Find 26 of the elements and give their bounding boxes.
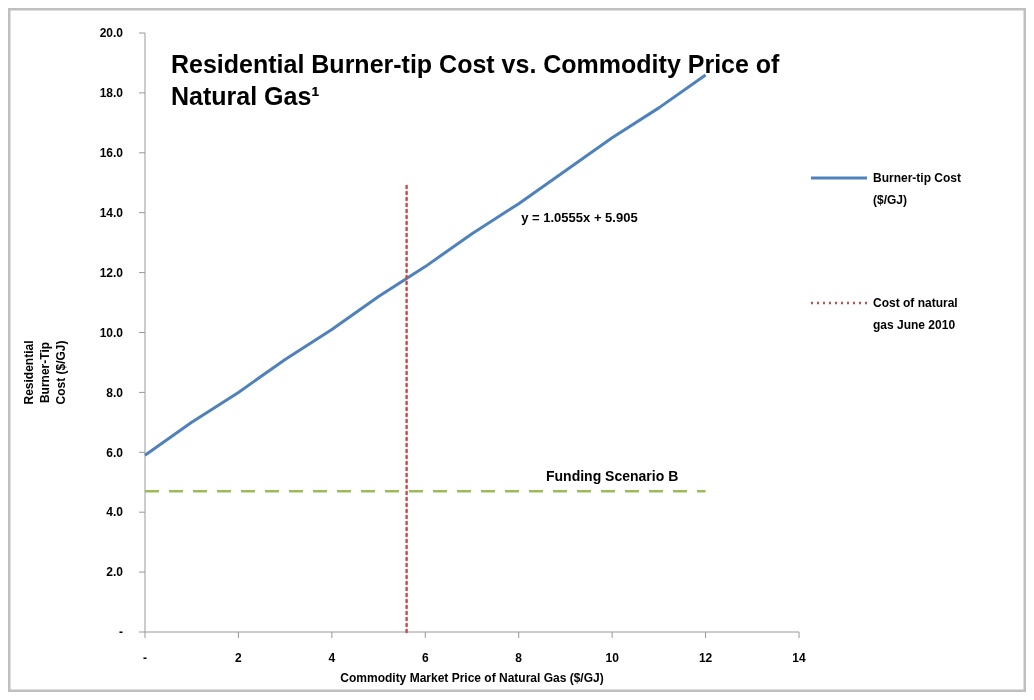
y-axis-title: Residential Burner-Tip Cost ($/GJ): [22, 340, 68, 405]
y-tick-label: 8.0: [106, 385, 124, 400]
x-tick-label: 10: [605, 651, 620, 665]
annotation: y = 1.0555x + 5.905: [521, 209, 638, 225]
y-tick-label: 20.0: [99, 26, 124, 41]
y-tick-label: 18.0: [99, 86, 124, 101]
y-tick-label: 14.0: [99, 205, 124, 220]
x-tick-label: 2: [235, 651, 243, 665]
y-tick-label: -: [119, 625, 123, 640]
y-tick-label: 4.0: [106, 505, 124, 520]
legend-label: Burner-tip Cost ($/GJ): [873, 171, 961, 207]
x-tick-label: -: [143, 651, 147, 665]
x-tick-label: 8: [515, 651, 523, 665]
y-tick-label: 6.0: [106, 445, 124, 460]
x-tick-label: 12: [698, 651, 713, 665]
x-axis-title: Commodity Market Price of Natural Gas ($/GJ): [340, 671, 604, 685]
y-tick-label: 2.0: [106, 565, 124, 580]
annotation: Funding Scenario B: [546, 468, 679, 485]
x-tick-label: 14: [792, 651, 806, 665]
text: Residential Burner-tip Cost vs. Commodity Price of Natural Gas¹: [171, 50, 781, 110]
x-tick-label: 4: [328, 651, 336, 665]
y-tick-label: 12.0: [99, 265, 124, 280]
y-tick-label: 10.0: [99, 325, 124, 340]
y-tick-label: 16.0: [99, 146, 124, 160]
legend-label: Cost of natural gas June 2010: [873, 296, 958, 332]
x-tick-label: 6: [421, 651, 429, 665]
